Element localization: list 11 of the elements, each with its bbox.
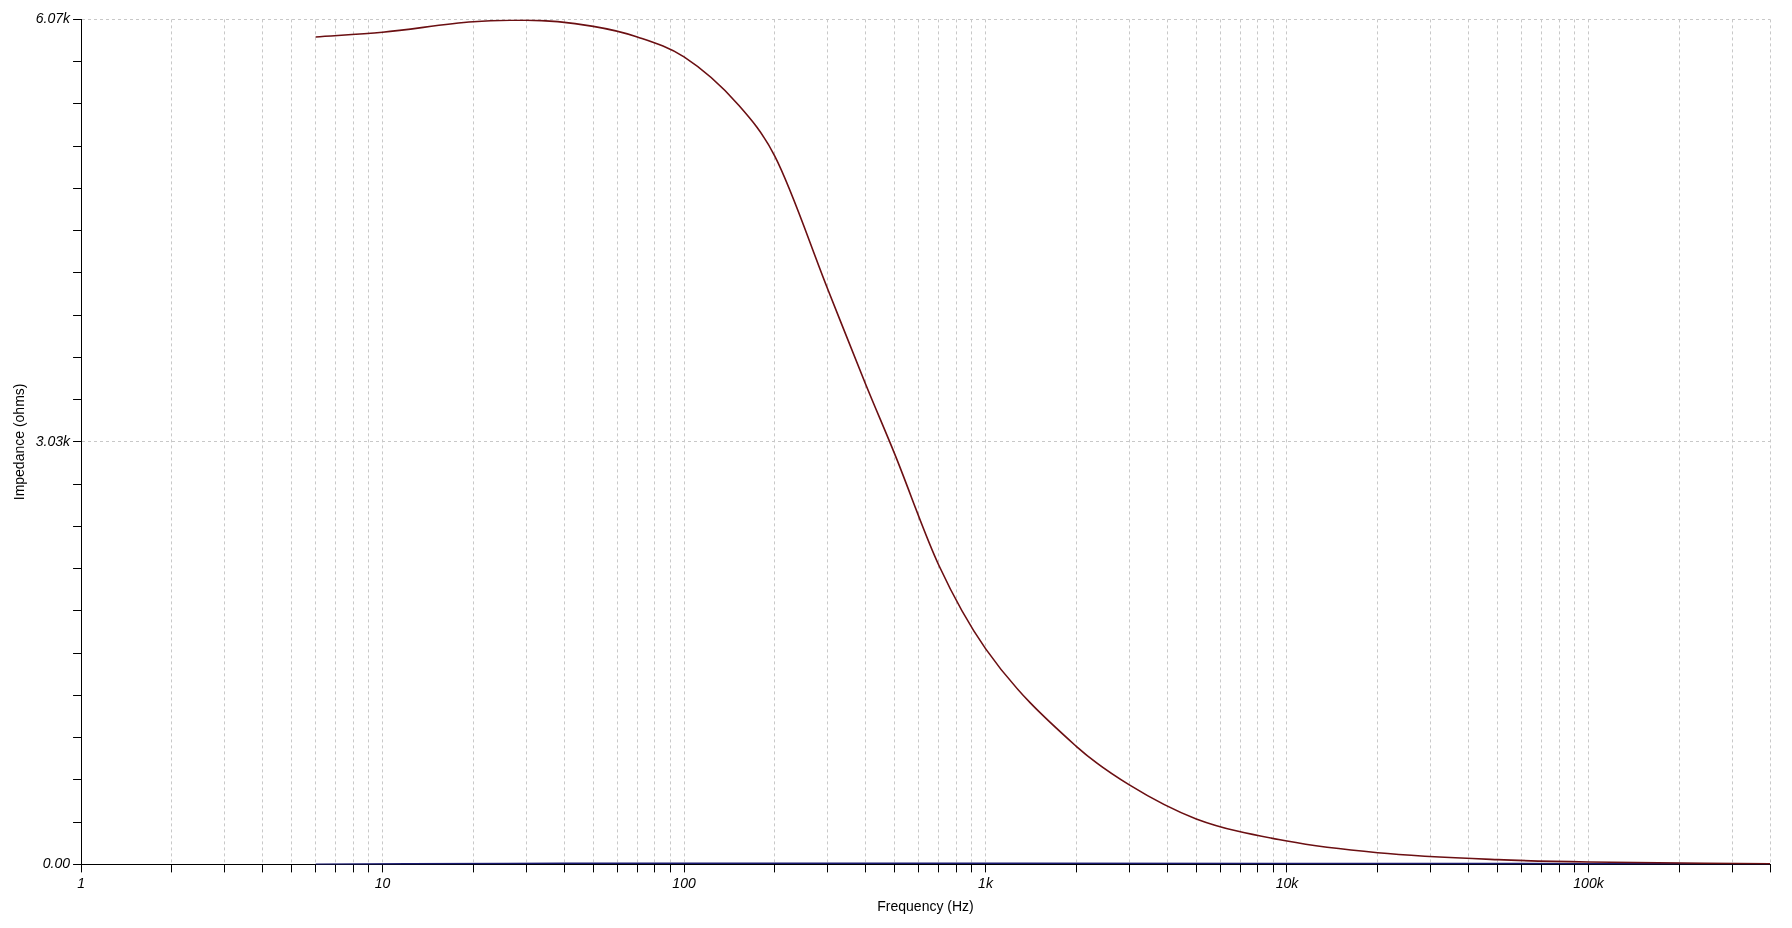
x-axis-title: Frequency (Hz) <box>877 898 974 915</box>
y-tick-label: 6.07k <box>35 10 72 27</box>
x-tick-label: 10k <box>1275 874 1300 891</box>
x-tick-label: 10 <box>374 874 391 891</box>
x-tick-label: 1k <box>978 874 994 891</box>
x-tick-label: 1 <box>77 874 85 891</box>
y-tick-label: 3.03k <box>35 432 72 449</box>
y-axis-title: Impedance (ohms) <box>11 383 28 501</box>
x-tick-label: 100 <box>672 874 696 891</box>
y-tick-label: 0.00 <box>42 855 71 872</box>
x-tick-label: 100k <box>1573 874 1605 891</box>
